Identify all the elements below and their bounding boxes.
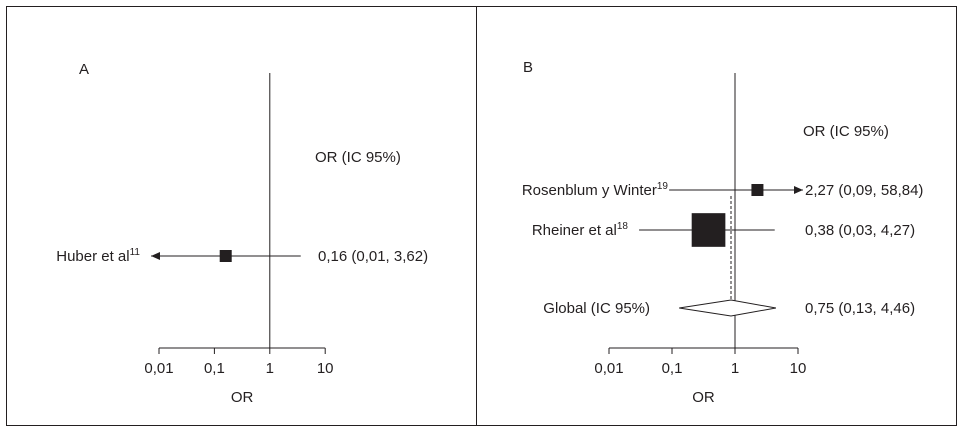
panel-a-tick-label: 0,1 — [204, 360, 225, 377]
panel-b-point-estimate — [751, 184, 764, 196]
panel-b-pooled-name: Global (IC 95%) — [543, 300, 650, 317]
panel-a-column-header: OR (IC 95%) — [315, 149, 401, 166]
panel-b-study-or-label: 2,27 (0,09, 58,84) — [805, 182, 923, 199]
panel-a-study-name: Huber et al11 — [56, 247, 140, 265]
panel-b-pooled-diamond — [679, 299, 776, 317]
panel-b-tick-label: 10 — [790, 360, 807, 377]
figure-frame — [6, 6, 957, 426]
panel-a-point-estimate — [219, 250, 232, 262]
panel-b-pooled-or-label: 0,75 (0,13, 4,46) — [805, 300, 915, 317]
panel-divider — [476, 6, 477, 426]
panel-b-label: B — [523, 59, 533, 76]
panel-b-study-name: Rosenblum y Winter19 — [522, 181, 669, 199]
panel-a-tick-label: 10 — [317, 360, 334, 377]
panel-a-tick-label: 1 — [266, 360, 274, 377]
panel-b-ci-arrow — [794, 186, 803, 194]
panel-b-tick-label: 0,01 — [594, 360, 623, 377]
panel-a-label: A — [79, 61, 89, 78]
panel-a-x-axis-label: OR — [231, 389, 254, 406]
panel-b-column-header: OR (IC 95%) — [803, 123, 889, 140]
panel-a-ci-arrow — [151, 252, 160, 260]
panel-a-tick-label: 0,01 — [144, 360, 173, 377]
panel-a-study-or-label: 0,16 (0,01, 3,62) — [318, 248, 428, 265]
panel-b-study-or-label: 0,38 (0,03, 4,27) — [805, 222, 915, 239]
panel-b-tick-label: 0,1 — [662, 360, 683, 377]
panel-b-tick-label: 1 — [731, 360, 739, 377]
panel-b-x-axis-label: OR — [692, 389, 715, 406]
panel-b-study-name: Rheiner et al18 — [532, 221, 629, 239]
panel-b-point-estimate — [691, 213, 726, 247]
